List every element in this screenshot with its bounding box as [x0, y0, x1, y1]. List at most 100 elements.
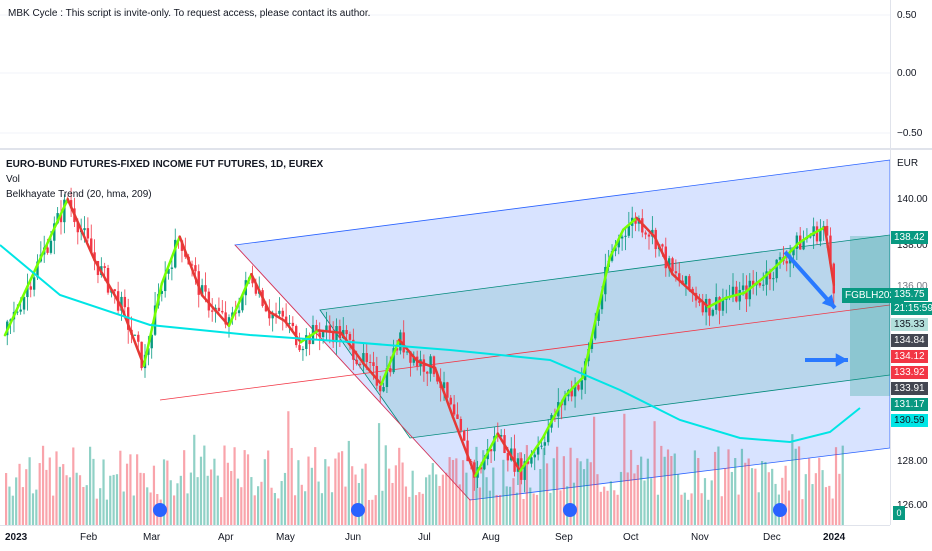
volume-bar — [48, 457, 51, 525]
belkhayate-trend-segment — [200, 294, 231, 328]
volume-bar — [421, 493, 424, 525]
volume-bar — [754, 468, 757, 525]
candle-body — [379, 385, 382, 392]
volume-bar — [636, 464, 639, 525]
candle-body — [691, 288, 694, 293]
price-chart-pane[interactable]: EURO-BUND FUTURES-FIXED INCOME FUT FUTUR… — [0, 150, 890, 525]
time-axis[interactable]: 2023 Feb Mar Apr May Jun Jul Aug Sep Oct… — [0, 525, 890, 551]
candle-body — [499, 435, 503, 437]
volume-bar — [310, 467, 313, 525]
candle-body — [483, 459, 486, 470]
volume-bar — [549, 492, 552, 525]
candle-body — [778, 257, 782, 260]
volume-bar — [203, 445, 206, 525]
volume-bar — [505, 486, 508, 525]
volume-bar — [146, 487, 149, 525]
volume-bar — [838, 473, 841, 525]
candle-body — [594, 321, 597, 339]
candle-body — [345, 330, 348, 335]
volume-bar — [324, 459, 327, 525]
candle-body — [358, 363, 362, 365]
volume-bar — [418, 492, 421, 525]
volume-bar — [653, 421, 656, 525]
volume-bar — [193, 434, 196, 525]
candle-body — [194, 265, 197, 272]
volume-bar — [189, 472, 192, 525]
candle-body — [389, 368, 392, 373]
candle-body — [536, 446, 540, 455]
belkhayate-trend-segment — [796, 233, 813, 245]
volume-bar — [8, 486, 11, 525]
candle-body — [392, 348, 395, 373]
volume-bar — [740, 448, 744, 525]
candle-body — [570, 390, 573, 397]
candle-body — [506, 452, 510, 461]
volume-bar — [236, 478, 240, 525]
volume-bar — [317, 481, 320, 525]
price-tick: 128.00 — [897, 456, 928, 467]
volume-bar — [388, 468, 391, 525]
volume-bar — [660, 445, 663, 525]
candle-body — [580, 380, 583, 390]
candle-body — [436, 374, 439, 382]
volume-bar — [162, 459, 166, 525]
candle-body — [395, 348, 399, 351]
candle-body — [449, 397, 452, 405]
volume-bar — [216, 475, 219, 525]
symbol-tag[interactable]: FGBLH2024 — [842, 288, 904, 303]
candle-body — [815, 226, 819, 242]
belkhayate-trend-segment — [635, 216, 656, 238]
candle-body — [765, 271, 768, 285]
volume-bar — [438, 485, 441, 525]
price-tag: 133.91 — [891, 382, 928, 395]
volume-bar — [320, 493, 324, 525]
volume-bar — [744, 462, 747, 525]
candle-body — [795, 235, 799, 249]
candle-body — [775, 259, 778, 279]
candle-body — [217, 307, 221, 311]
volume-bar — [112, 474, 115, 525]
volume-bar — [616, 494, 619, 525]
volume-bar — [31, 493, 35, 525]
volume-bar — [710, 480, 713, 525]
volume-bar — [394, 465, 397, 525]
candle-body — [59, 213, 63, 223]
price-tag-last: 135.75 — [891, 288, 928, 301]
event-marker-icon — [563, 503, 577, 517]
candle-body — [271, 313, 274, 319]
pane-separator[interactable] — [0, 148, 932, 150]
symbol-legend[interactable]: EURO-BUND FUTURES-FIXED INCOME FUT FUTUR… — [6, 159, 324, 170]
indicator-legend[interactable]: Belkhayate Trend (20, hma, 209) — [6, 189, 152, 200]
indicator-price-axis[interactable]: 0.50 0.00 −0.50 — [890, 0, 932, 148]
volume-bar — [273, 493, 276, 525]
candle-body — [402, 332, 405, 353]
belkhayate-trend-segment — [823, 226, 836, 287]
volume-bar — [220, 497, 223, 525]
volume-bar — [186, 493, 189, 525]
candle-body — [372, 362, 375, 366]
volume-bar — [693, 450, 696, 525]
axis-settings-button[interactable]: 0 — [893, 506, 905, 520]
candle-body — [751, 280, 755, 286]
candle-body — [362, 353, 365, 365]
belkhayate-trend-segment — [3, 265, 38, 337]
candle-body — [331, 332, 335, 343]
volume-bar — [690, 493, 693, 525]
candle-body — [140, 341, 143, 369]
time-label: Nov — [691, 532, 709, 543]
candle-body — [590, 338, 594, 349]
volume-bar — [492, 467, 495, 525]
volume-bar — [65, 475, 68, 525]
volume-bar — [52, 495, 55, 525]
price-chart-canvas[interactable] — [0, 150, 890, 525]
volume-bar — [119, 450, 122, 525]
candle-body — [382, 387, 385, 392]
volume-bar — [62, 464, 65, 525]
volume-bar — [290, 447, 293, 525]
volume-legend[interactable]: Vol — [6, 174, 20, 185]
volume-bar — [734, 458, 737, 525]
volume-bar — [408, 496, 411, 525]
volume-bar — [196, 477, 199, 525]
volume-bar — [717, 446, 720, 525]
volume-bar — [15, 477, 18, 525]
